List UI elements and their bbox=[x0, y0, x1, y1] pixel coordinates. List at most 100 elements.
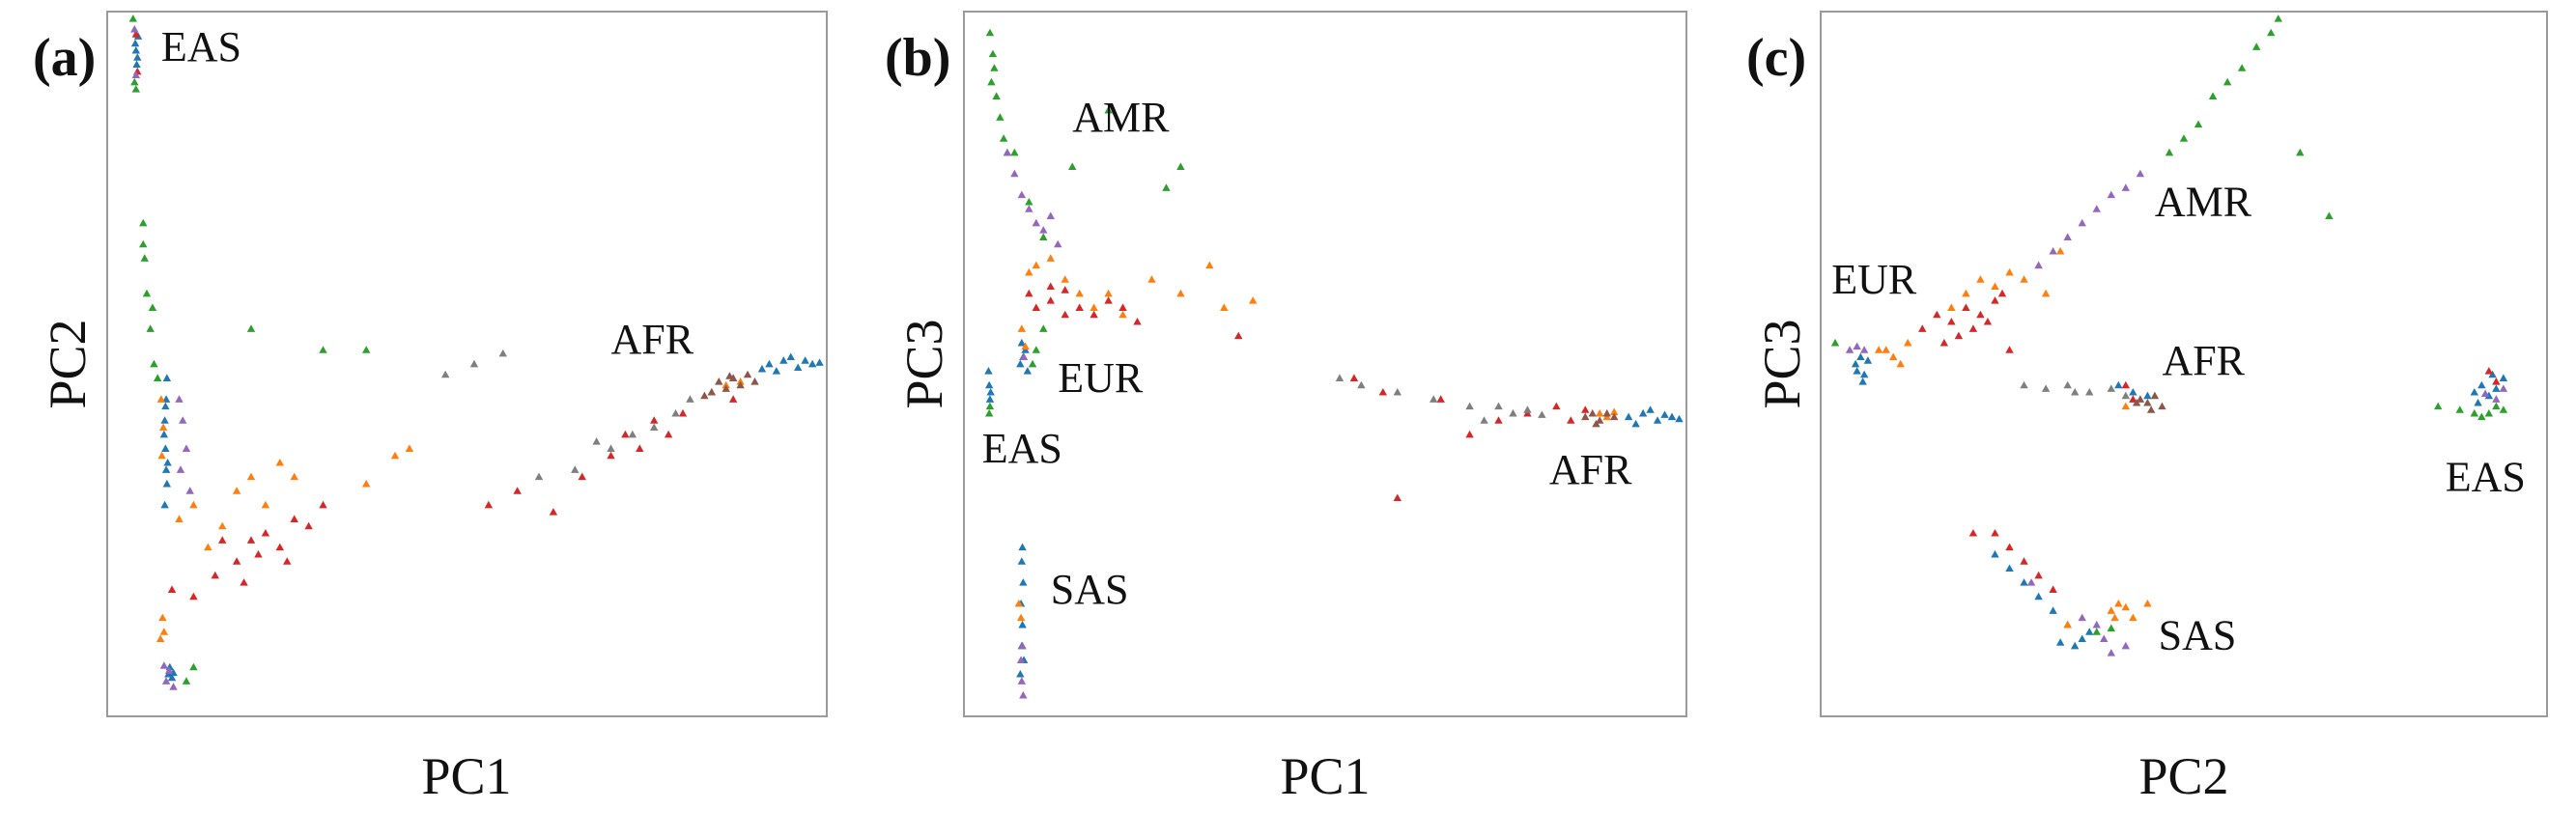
scatter-point-2-10 bbox=[1039, 233, 1048, 240]
scatter-point-6-1 bbox=[469, 359, 479, 368]
scatter-point-3-25 bbox=[728, 395, 738, 403]
scatter-point-2-7 bbox=[150, 359, 158, 368]
scatter-point-1-8 bbox=[204, 543, 212, 551]
scatter-point-4-15 bbox=[2092, 620, 2101, 628]
scatter-point-4-0 bbox=[2034, 261, 2043, 269]
scatter-point-5-3 bbox=[728, 374, 738, 381]
scatter-point-3-8 bbox=[1133, 318, 1142, 325]
y-axis-label-b: PC3 bbox=[895, 319, 953, 408]
scatter-point-3-2 bbox=[1947, 318, 1956, 325]
scatter-point-2-6 bbox=[146, 324, 155, 332]
scatter-point-1-16 bbox=[405, 444, 414, 452]
scatter-point-6-5 bbox=[1494, 402, 1503, 410]
scatter-point-3-12 bbox=[1494, 416, 1503, 424]
scatter-point-4-0 bbox=[130, 25, 139, 33]
scatter-point-2-9 bbox=[319, 346, 327, 353]
scatter-point-1-9 bbox=[218, 521, 227, 530]
scatter-point-1-0 bbox=[156, 395, 166, 403]
scatter-point-6-6 bbox=[1523, 405, 1532, 413]
scatter-point-2-13 bbox=[1028, 359, 1037, 368]
scatter-point-1-10 bbox=[2020, 275, 2028, 283]
plot-frame-c bbox=[1820, 11, 2548, 717]
scatter-point-1-9 bbox=[2005, 267, 2014, 276]
scatter-point-2-12 bbox=[182, 677, 191, 684]
scatter-point-1-21 bbox=[2143, 600, 2152, 607]
scatter-point-1-16 bbox=[1249, 296, 1258, 304]
scatter-point-3-17 bbox=[1349, 374, 1359, 381]
scatter-point-4-5 bbox=[1039, 226, 1048, 234]
scatter-point-1-7 bbox=[1061, 275, 1069, 283]
scatter-point-5-7 bbox=[725, 372, 734, 379]
scatter-point-1-17 bbox=[1596, 408, 1604, 417]
scatter-point-4-8 bbox=[164, 666, 174, 674]
scatter-point-0-27 bbox=[757, 364, 767, 373]
scatter-point-6-4 bbox=[1465, 402, 1474, 410]
scatter-point-4-3 bbox=[179, 416, 187, 424]
cluster-label-eas: EAS bbox=[982, 425, 1062, 472]
scatter-point-2-8 bbox=[2179, 134, 2189, 142]
scatter-point-3-17 bbox=[513, 487, 522, 494]
scatter-point-0-21 bbox=[794, 363, 803, 372]
scatter-point-4-4 bbox=[182, 444, 191, 452]
annotations-c: AMR EUR AFR EAS SAS bbox=[1831, 179, 2526, 659]
scatter-point-3-14 bbox=[254, 549, 263, 558]
scatter-point-2-11 bbox=[2470, 408, 2478, 417]
scatter-point-1-7 bbox=[1976, 275, 1985, 283]
scatter-point-4-2 bbox=[2063, 233, 2072, 240]
scatter-point-0-4 bbox=[1863, 356, 1873, 364]
scatter-point-3-5 bbox=[1991, 296, 1999, 304]
scatter-point-0-13 bbox=[161, 402, 170, 410]
scatter-point-5-2 bbox=[1596, 416, 1604, 424]
scatter-point-3-15 bbox=[283, 557, 292, 565]
scatter-point-2-13 bbox=[2492, 402, 2501, 410]
scatter-point-2-6 bbox=[2208, 92, 2218, 99]
scatter-point-3-2 bbox=[167, 585, 177, 593]
scatter-point-4-1 bbox=[1010, 169, 1019, 178]
scatter-point-5-5 bbox=[1592, 419, 1600, 428]
scatter-point-3-0 bbox=[131, 30, 140, 38]
scatter-point-3-15 bbox=[1567, 416, 1575, 424]
scatter-point-6-2 bbox=[498, 349, 507, 357]
scatter-point-0-10 bbox=[2499, 374, 2508, 381]
scatter-point-3-16 bbox=[1581, 405, 1590, 413]
scatter-point-1-18 bbox=[2110, 613, 2119, 622]
scatter-point-0-12 bbox=[163, 459, 172, 466]
scatter-point-1-20 bbox=[2063, 620, 2072, 628]
scatter-point-4-1 bbox=[2049, 247, 2057, 255]
scatter-point-2-2 bbox=[990, 64, 999, 71]
scatter-point-3-21 bbox=[1393, 493, 1401, 502]
scatter-point-0-1 bbox=[133, 53, 142, 61]
scatter-point-3-14 bbox=[1991, 529, 1999, 537]
scatter-point-3-12 bbox=[218, 536, 227, 544]
scatter-point-0-0 bbox=[1853, 367, 1861, 375]
scatter-point-0-21 bbox=[2055, 638, 2065, 646]
scatter-point-6-9 bbox=[1509, 408, 1517, 417]
scatter-point-6-9 bbox=[571, 465, 580, 473]
scatter-point-2-16 bbox=[1068, 162, 1077, 170]
scatter-point-3-9 bbox=[1046, 282, 1055, 291]
scatter-point-0-11 bbox=[2474, 398, 2482, 406]
scatter-point-0-25 bbox=[1991, 549, 1999, 558]
scatter-point-1-4 bbox=[1904, 338, 1912, 347]
scatter-point-6-4 bbox=[607, 444, 615, 452]
scatter-point-1-1 bbox=[158, 423, 168, 432]
scatter-point-0-19 bbox=[765, 359, 774, 368]
y-axis-label-c: PC3 bbox=[1753, 319, 1811, 408]
scatter-point-1-14 bbox=[290, 472, 298, 481]
scatter-point-2-0 bbox=[985, 28, 995, 37]
scatter-point-6-7 bbox=[1538, 410, 1546, 418]
scatter-point-4-6 bbox=[1046, 211, 1055, 220]
scatter-point-1-2 bbox=[1896, 359, 1905, 368]
scatter-point-1-5 bbox=[1032, 261, 1040, 269]
scatter-point-1-9 bbox=[1090, 303, 1098, 311]
scatter-point-1-6 bbox=[1046, 254, 1055, 262]
scatter-point-2-15 bbox=[2477, 412, 2486, 421]
scatter-point-2-14 bbox=[139, 239, 148, 248]
scatter-point-1-6 bbox=[1962, 289, 1970, 297]
scatter-point-5-4 bbox=[2146, 405, 2156, 413]
cluster-label-eur: EUR bbox=[1831, 256, 1917, 303]
cluster-label-amr: AMR bbox=[1072, 94, 1170, 141]
scatter-point-5-2 bbox=[2150, 391, 2160, 400]
scatter-point-6-6 bbox=[650, 423, 659, 432]
x-axis-label-a: PC1 bbox=[421, 747, 511, 805]
